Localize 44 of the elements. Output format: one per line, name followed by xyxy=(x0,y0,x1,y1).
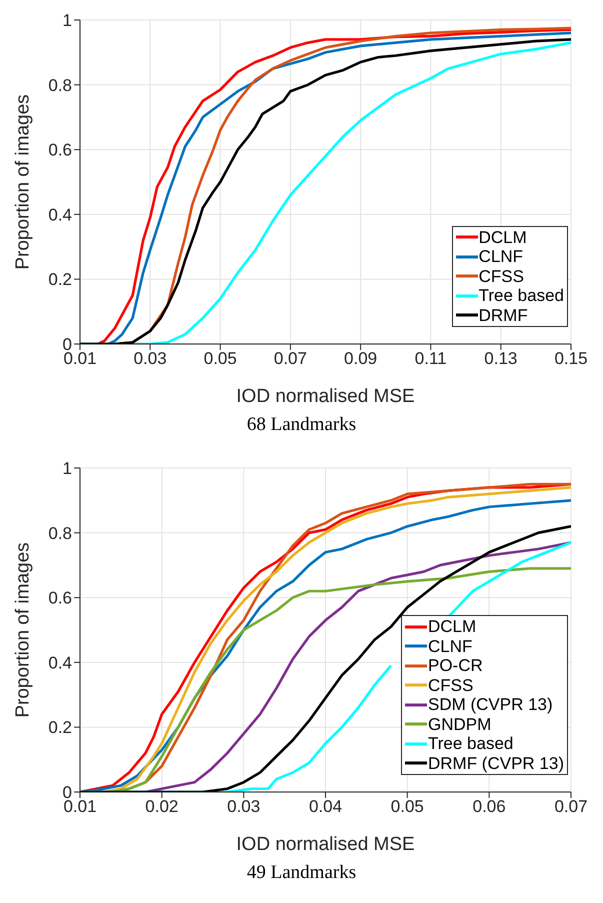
legend-label: CFSS xyxy=(478,266,524,286)
legend-label: CLNF xyxy=(428,636,472,656)
x-tick-label: 0.09 xyxy=(344,349,378,368)
y-tick-label: 0.8 xyxy=(48,524,72,543)
x-axis-title: IOD normalised MSE xyxy=(236,834,415,855)
y-tick-label: 0.8 xyxy=(48,76,72,95)
legend-label: Tree based xyxy=(478,286,564,306)
y-tick-label: 0.4 xyxy=(48,205,72,224)
y-axis-title: Proportion of images xyxy=(12,94,34,270)
legend-label: CLNF xyxy=(478,247,524,266)
x-tick-label: 0.05 xyxy=(204,349,237,368)
y-tick-label: 1 xyxy=(62,11,72,30)
legend-label: DRMF xyxy=(478,306,528,325)
x-tick-label: 0.02 xyxy=(145,797,178,816)
y-axis-title: Proportion of images xyxy=(12,542,34,718)
x-tick-label: 0.07 xyxy=(554,797,588,816)
legend-label: DCLM xyxy=(478,228,527,247)
y-tick-label: 1 xyxy=(62,459,72,478)
x-tick-label: 0.04 xyxy=(308,797,342,816)
legend-label: SDM (CVPR 13) xyxy=(428,695,553,714)
y-tick-label: 0.6 xyxy=(48,588,72,608)
x-tick-label: 0.01 xyxy=(63,797,97,816)
legend-label: DRMF (CVPR 13) xyxy=(428,754,564,773)
legend-label: GNDPM xyxy=(428,714,492,734)
x-tick-label: 0.15 xyxy=(554,349,588,368)
x-tick-label: 0.13 xyxy=(484,349,518,368)
x-tick-label: 0.06 xyxy=(472,797,506,816)
x-tick-label: 0.03 xyxy=(134,349,167,368)
x-tick-label: 0.07 xyxy=(274,349,307,368)
y-tick-label: 0.2 xyxy=(48,270,72,290)
text: 68 Landmarks xyxy=(246,414,358,436)
y-tick-label: 0.6 xyxy=(48,140,72,160)
legend-label: DCLM xyxy=(428,617,476,636)
legend-label: CFSS xyxy=(428,676,474,695)
y-tick-label: 0.4 xyxy=(48,653,72,672)
x-axis-title: IOD normalised MSE xyxy=(236,386,415,407)
legend-label: Tree based xyxy=(428,734,514,754)
text: 49 Landmarks xyxy=(246,862,358,884)
x-tick-label: 0.03 xyxy=(227,797,260,816)
x-tick-label: 0.05 xyxy=(390,797,424,816)
legend-label: PO-CR xyxy=(428,656,483,676)
x-tick-label: 0.01 xyxy=(63,349,97,368)
y-tick-label: 0.2 xyxy=(48,718,72,738)
x-tick-label: 0.11 xyxy=(414,349,447,368)
